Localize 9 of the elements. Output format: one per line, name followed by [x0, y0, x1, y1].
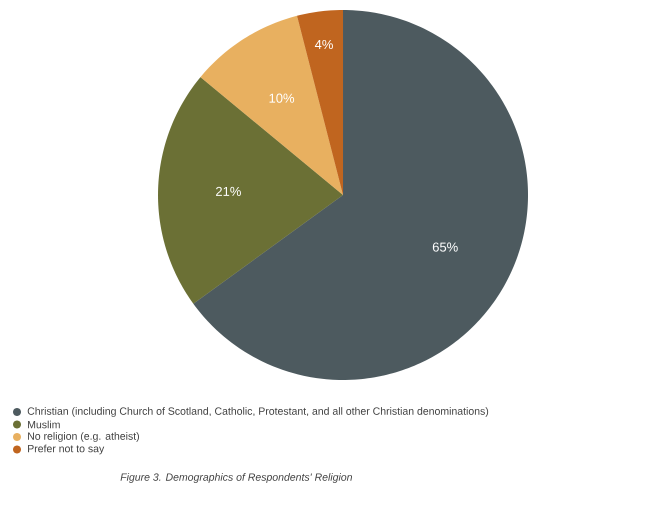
legend-label: Christian (including Church of Scotland, Catholic, Protestant, and all other Christian denominations) — [28, 407, 488, 417]
data-label: 10% — [270, 94, 294, 103]
legend-label: No religion (e.g. atheist) — [28, 432, 139, 442]
data-label: 65% — [432, 242, 458, 252]
data-label: 4% — [314, 40, 333, 50]
caption: Figure 3. Demographics of Respondents' Religion — [120, 473, 352, 483]
data-label: 21% — [216, 186, 241, 196]
legend-label: Muslim — [28, 420, 60, 428]
legend-label: Prefer not to say — [28, 444, 104, 454]
